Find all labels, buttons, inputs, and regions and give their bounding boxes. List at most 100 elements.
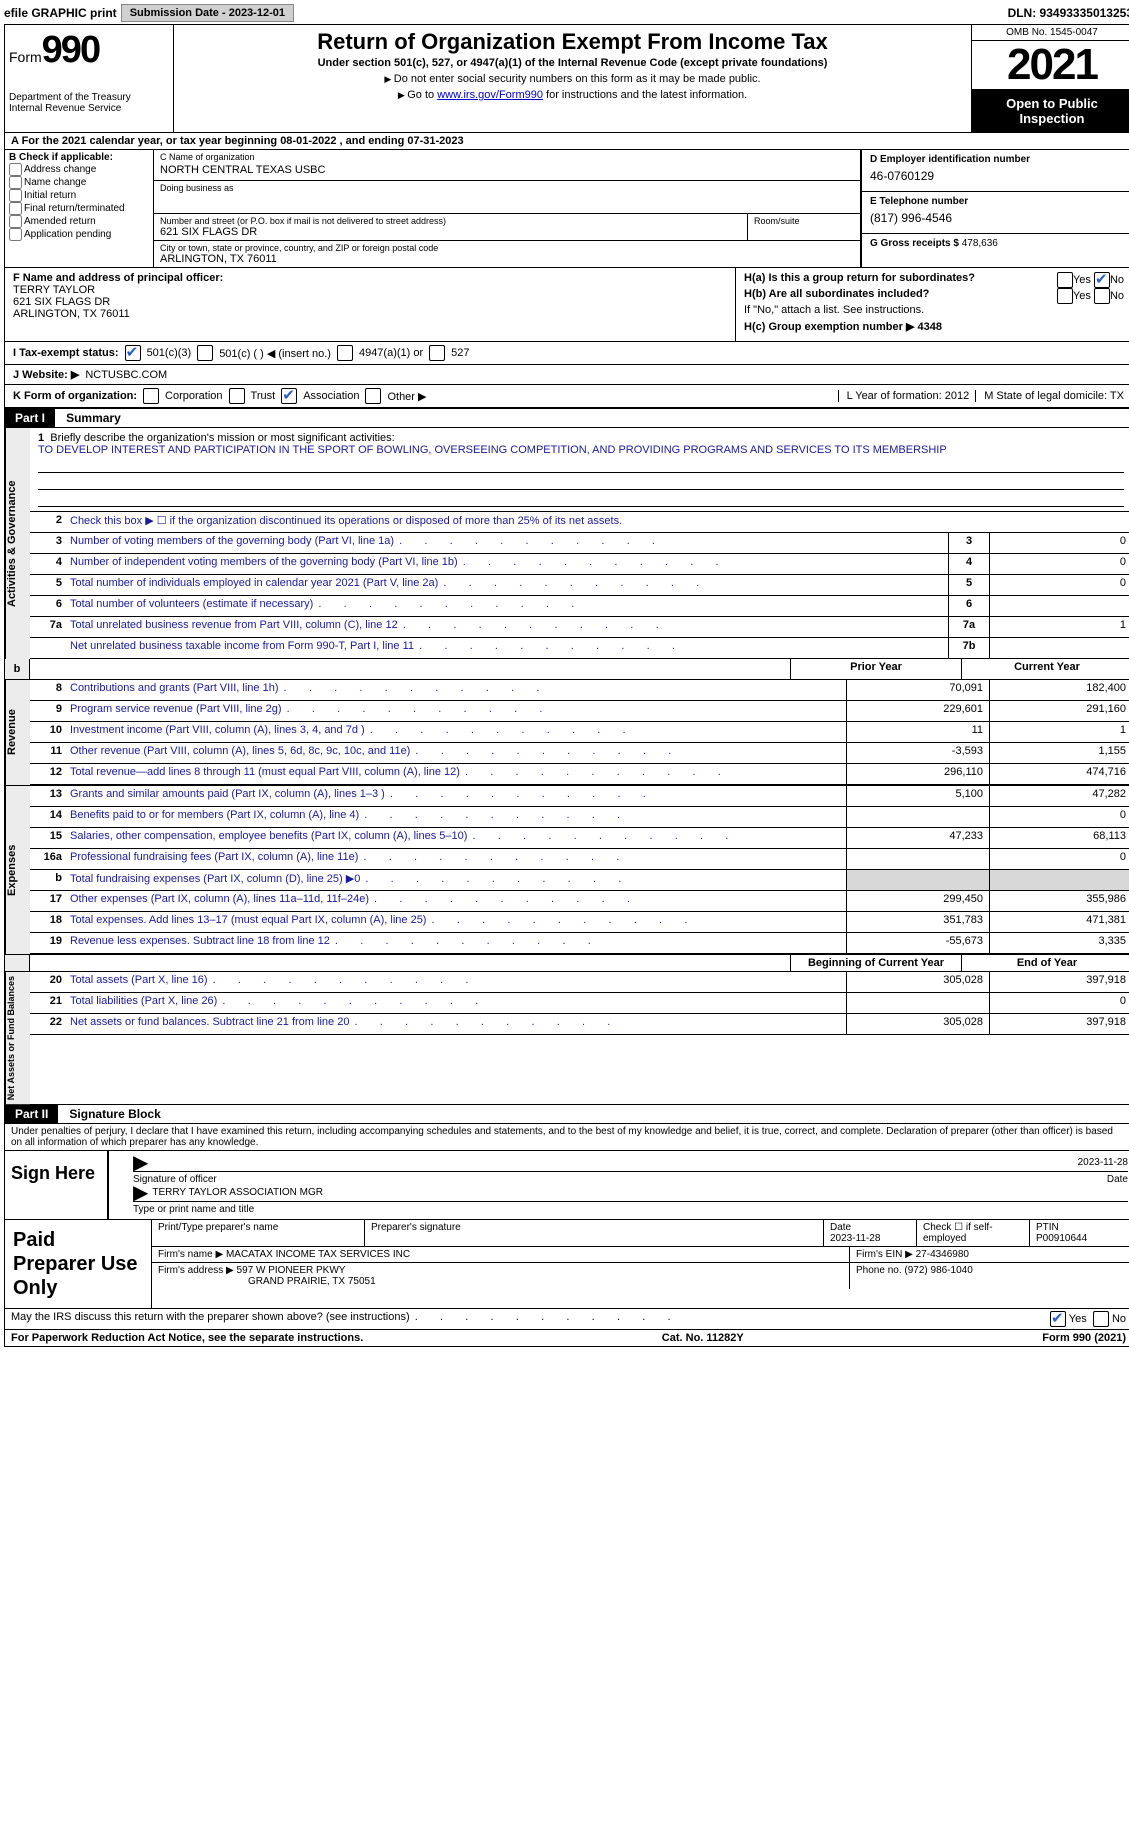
line-text: Other expenses (Part IX, column (A), lin… (66, 891, 846, 911)
dln-label: DLN: 93493335013253 (1008, 6, 1129, 20)
org-name-label: C Name of organization (160, 152, 854, 162)
prior-value (846, 993, 989, 1013)
current-value: 397,918 (989, 972, 1129, 992)
sign-here-label: Sign Here (5, 1151, 109, 1219)
discuss-yes-cb[interactable] (1050, 1311, 1066, 1327)
firm-phone: (972) 986-1040 (904, 1265, 972, 1276)
city-state-zip: ARLINGTON, TX 76011 (160, 253, 854, 265)
line-cell-label: 6 (948, 596, 989, 616)
line-num: 10 (30, 722, 66, 742)
ha-yes-cb[interactable] (1057, 272, 1073, 288)
city-label: City or town, state or province, country… (160, 243, 854, 253)
ha-no-cb[interactable] (1094, 272, 1110, 288)
firm-ein-label: Firm's EIN ▶ (856, 1249, 913, 1260)
line-text: Total number of individuals employed in … (66, 575, 948, 595)
open-inspection: Open to Public Inspection (972, 90, 1129, 132)
cb-assoc[interactable] (281, 388, 297, 404)
line-text: Investment income (Part VIII, column (A)… (66, 722, 846, 742)
current-value: 0 (989, 807, 1129, 827)
end-year-header: End of Year (961, 955, 1129, 971)
ptin-value: P00910644 (1036, 1233, 1087, 1244)
cb-initial-return[interactable]: Initial return (9, 189, 149, 202)
cb-application-pending[interactable]: Application pending (9, 228, 149, 241)
state-domicile: M State of legal domicile: TX (975, 390, 1124, 402)
current-value: 1,155 (989, 743, 1129, 763)
part1-header: Part I (5, 409, 55, 427)
sig-arrow2-icon: ▶ (133, 1187, 148, 1199)
room-suite-label: Room/suite (748, 214, 861, 240)
prep-selfemp-label: Check ☐ if self-employed (917, 1220, 1030, 1246)
line-num: 2 (30, 512, 66, 532)
officer-addr2: ARLINGTON, TX 76011 (13, 308, 727, 320)
cb-amended-return[interactable]: Amended return (9, 215, 149, 228)
cb-527[interactable] (429, 345, 445, 361)
mission-text: TO DEVELOP INTEREST AND PARTICIPATION IN… (38, 444, 1124, 456)
gross-receipts-value: 478,636 (962, 238, 998, 249)
efile-label: efile GRAPHIC print (4, 6, 117, 20)
sig-arrow-icon: ▶ (133, 1157, 148, 1169)
ein-label: D Employer identification number (870, 154, 1124, 165)
part2-title: Signature Block (61, 1107, 160, 1121)
sig-officer-label: Signature of officer (133, 1174, 1107, 1185)
line-num: 15 (30, 828, 66, 848)
irs-link[interactable]: www.irs.gov/Form990 (437, 89, 543, 101)
prior-value: 305,028 (846, 1014, 989, 1034)
line-num: 14 (30, 807, 66, 827)
current-year-header: Current Year (961, 659, 1129, 679)
hb-yes-cb[interactable] (1057, 288, 1073, 304)
tax-status-label: I Tax-exempt status: (13, 347, 119, 359)
line-num: 7a (30, 617, 66, 637)
line-text: Total unrelated business revenue from Pa… (66, 617, 948, 637)
cb-final-return[interactable]: Final return/terminated (9, 202, 149, 215)
hb-yes: Yes (1073, 290, 1091, 302)
mission-question: Briefly describe the organization's miss… (50, 432, 394, 444)
current-value: 47,282 (989, 786, 1129, 806)
line-text: Benefits paid to or for members (Part IX… (66, 807, 846, 827)
cb-501c[interactable] (197, 345, 213, 361)
officer-addr1: 621 SIX FLAGS DR (13, 296, 727, 308)
line-num: 16a (30, 849, 66, 869)
line-cell-label: 5 (948, 575, 989, 595)
opt-assoc: Association (303, 390, 359, 402)
cb-trust[interactable] (229, 388, 245, 404)
footer-right: Form 990 (2021) (1042, 1332, 1126, 1344)
line-value: 0 (989, 533, 1129, 553)
footer-mid: Cat. No. 11282Y (662, 1332, 744, 1344)
opt-other: Other ▶ (387, 390, 426, 403)
ptin-label: PTIN (1036, 1222, 1059, 1233)
prep-name-label: Print/Type preparer's name (152, 1220, 365, 1246)
current-value: 68,113 (989, 828, 1129, 848)
line-num: 22 (30, 1014, 66, 1034)
line-text: Revenue less expenses. Subtract line 18 … (66, 933, 846, 953)
cb-corp[interactable] (143, 388, 159, 404)
submission-date-button[interactable]: Submission Date - 2023-12-01 (121, 4, 294, 22)
line-value (989, 638, 1129, 658)
prior-value (846, 807, 989, 827)
prior-value: 11 (846, 722, 989, 742)
sig-date: 2023-11-28 (1078, 1157, 1128, 1169)
header-center: Return of Organization Exempt From Incom… (174, 25, 971, 132)
cb-4947[interactable] (337, 345, 353, 361)
row-a-tax-year: A For the 2021 calendar year, or tax yea… (5, 133, 1129, 150)
cb-other[interactable] (365, 388, 381, 404)
cb-name-change[interactable]: Name change (9, 176, 149, 189)
goto-pre: Go to (407, 89, 437, 101)
footer-left: For Paperwork Reduction Act Notice, see … (11, 1332, 363, 1344)
line-text: Number of voting members of the governin… (66, 533, 948, 553)
opt-501c: 501(c) ( ) ◀ (insert no.) (219, 347, 331, 360)
discuss-no-cb[interactable] (1093, 1311, 1109, 1327)
form-subtitle: Under section 501(c), 527, or 4947(a)(1)… (178, 57, 967, 69)
hb-no-cb[interactable] (1094, 288, 1110, 304)
current-value: 1 (989, 722, 1129, 742)
line-num: 6 (30, 596, 66, 616)
cb-address-change[interactable]: Address change (9, 163, 149, 176)
perjury-statement: Under penalties of perjury, I declare th… (5, 1124, 1129, 1150)
prior-value: 5,100 (846, 786, 989, 806)
line-cell-label: 7a (948, 617, 989, 637)
line-num: 19 (30, 933, 66, 953)
cb-501c3[interactable] (125, 345, 141, 361)
prior-value: 229,601 (846, 701, 989, 721)
officer-name: TERRY TAYLOR (13, 284, 727, 296)
ha-label: H(a) Is this a group return for subordin… (744, 272, 975, 284)
line-text: Total expenses. Add lines 13–17 (must eq… (66, 912, 846, 932)
